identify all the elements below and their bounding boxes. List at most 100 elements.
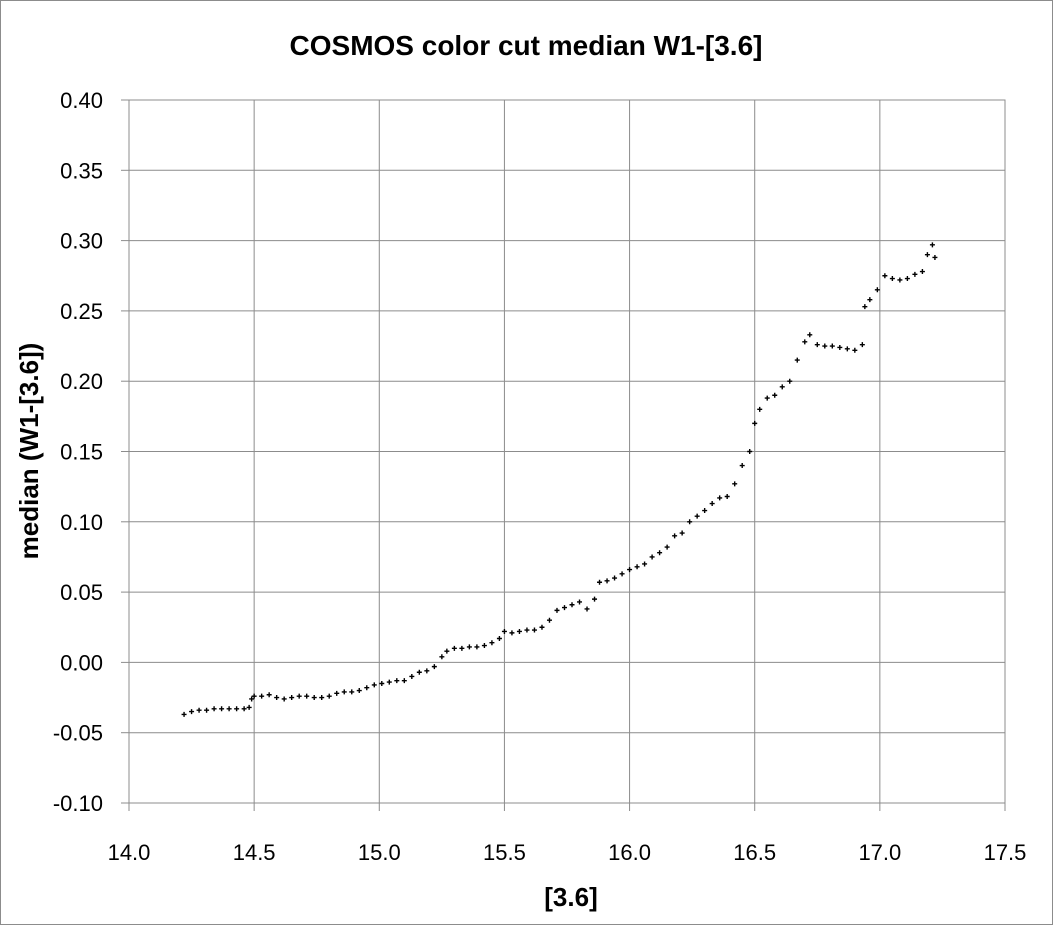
x-tick-label: 14.0 xyxy=(108,840,151,865)
data-point xyxy=(531,627,537,633)
data-point xyxy=(772,392,778,398)
data-point xyxy=(266,692,272,698)
data-point xyxy=(702,508,708,514)
data-point xyxy=(341,689,347,695)
data-point xyxy=(862,304,868,310)
data-point xyxy=(474,644,480,650)
data-point xyxy=(619,571,625,577)
data-point xyxy=(584,606,590,612)
data-point xyxy=(597,579,603,585)
data-point xyxy=(757,406,763,412)
y-tick-label: 0.25 xyxy=(60,299,103,324)
data-point xyxy=(604,578,610,584)
data-point xyxy=(897,277,903,283)
plot-area xyxy=(128,99,1006,804)
y-tick-label: 0.10 xyxy=(60,510,103,535)
data-point xyxy=(561,605,567,611)
x-tick-label: 17.0 xyxy=(858,840,901,865)
data-point xyxy=(251,693,257,699)
data-point xyxy=(929,242,935,248)
data-point xyxy=(481,643,487,649)
chart-title: COSMOS color cut median W1-[3.6] xyxy=(290,30,763,61)
data-point xyxy=(672,533,678,539)
data-point xyxy=(219,706,225,712)
x-axis-ticks: 14.0 14.5 15.0 15.5 16.0 16.5 17.0 17.5 xyxy=(108,840,1027,865)
data-point xyxy=(642,561,648,567)
data-point xyxy=(874,287,880,293)
data-point xyxy=(311,695,317,701)
data-point xyxy=(822,343,828,349)
data-point xyxy=(724,493,730,499)
y-axis-label: median (W1-[3.6]) xyxy=(14,343,44,560)
data-point xyxy=(371,682,377,688)
data-point xyxy=(612,575,618,581)
data-point xyxy=(356,688,362,694)
x-axis-label: [3.6] xyxy=(544,882,597,912)
data-point xyxy=(259,693,265,699)
x-tick-label: 17.5 xyxy=(984,840,1027,865)
data-point xyxy=(431,664,437,670)
data-point xyxy=(379,680,385,686)
data-point xyxy=(539,624,545,630)
data-point xyxy=(867,297,873,303)
data-point xyxy=(439,654,445,660)
data-point xyxy=(181,711,187,717)
data-point xyxy=(234,706,240,712)
data-point xyxy=(889,276,895,282)
data-point xyxy=(524,627,530,633)
data-point xyxy=(459,645,465,651)
data-point xyxy=(787,378,793,384)
data-point xyxy=(687,519,693,525)
data-point xyxy=(912,271,918,277)
data-point xyxy=(489,640,495,646)
data-point xyxy=(394,678,400,684)
data-point xyxy=(829,343,835,349)
x-tick-label: 15.5 xyxy=(483,840,526,865)
data-point xyxy=(274,695,280,701)
data-point xyxy=(924,252,930,258)
data-point xyxy=(649,554,655,560)
data-point xyxy=(424,668,430,674)
data-point xyxy=(496,635,502,641)
y-tick-label: 0.00 xyxy=(60,650,103,675)
data-point xyxy=(732,481,738,487)
data-point xyxy=(634,564,640,570)
data-point xyxy=(852,347,858,353)
data-point xyxy=(904,276,910,282)
data-point xyxy=(569,602,575,608)
data-point xyxy=(516,628,522,634)
data-point xyxy=(249,696,255,702)
data-point xyxy=(657,550,663,556)
data-point xyxy=(364,685,370,691)
data-point xyxy=(919,269,925,275)
data-point xyxy=(932,254,938,260)
data-point xyxy=(807,332,813,338)
x-tick-label: 16.5 xyxy=(733,840,776,865)
data-point xyxy=(334,690,340,696)
x-tick-label: 15.0 xyxy=(358,840,401,865)
data-point xyxy=(211,706,217,712)
grid xyxy=(121,99,1006,811)
data-point xyxy=(416,669,422,675)
data-point xyxy=(882,273,888,279)
data-point xyxy=(717,495,723,501)
data-point xyxy=(802,339,808,345)
data-point xyxy=(694,513,700,519)
data-point xyxy=(837,344,843,350)
data-point xyxy=(752,420,758,426)
y-tick-label: -0.05 xyxy=(53,721,103,746)
data-point xyxy=(296,693,302,699)
data-point xyxy=(764,395,770,401)
data-point xyxy=(779,384,785,390)
data-point xyxy=(554,607,560,613)
data-point xyxy=(859,342,865,348)
data-point xyxy=(189,709,195,715)
data-point xyxy=(546,617,552,623)
data-point xyxy=(409,673,415,679)
data-point xyxy=(577,599,583,605)
data-point xyxy=(241,706,247,712)
data-point xyxy=(664,544,670,550)
data-point xyxy=(747,449,753,454)
